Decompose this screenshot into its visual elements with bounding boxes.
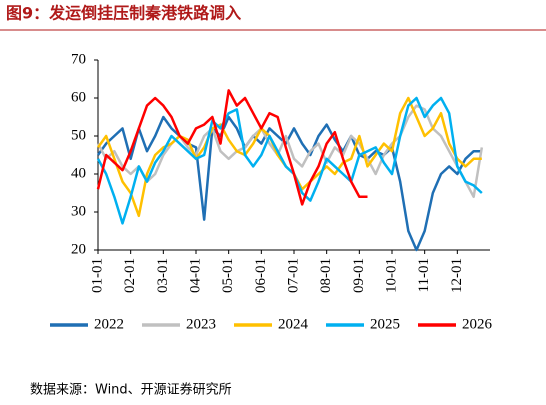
- legend-label: 2024: [278, 316, 309, 332]
- x-tick-label: 03-01: [155, 258, 171, 293]
- x-tick-label: 04-01: [187, 258, 203, 293]
- x-tick-label: 02-01: [122, 258, 138, 293]
- x-tick-label: 05-01: [220, 258, 236, 293]
- x-tick-label: 01-01: [89, 258, 105, 293]
- series-line: [96, 89, 368, 206]
- x-tick-label: 08-01: [318, 258, 334, 293]
- legend-label: 2026: [462, 316, 493, 332]
- x-tick-label: 11-01: [416, 258, 432, 292]
- y-tick-label: 50: [71, 127, 86, 143]
- y-tick-label: 30: [71, 203, 86, 219]
- legend-label: 2023: [186, 316, 216, 332]
- y-tick-label: 40: [71, 165, 86, 181]
- y-tick-label: 20: [71, 241, 86, 257]
- series-line: [96, 115, 482, 252]
- chart-title: 图9：发运倒挂压制秦港铁路调入: [6, 4, 241, 23]
- x-tick-label: 09-01: [351, 258, 367, 293]
- x-tick-label: 06-01: [253, 258, 269, 293]
- series-line: [96, 104, 484, 199]
- legend-label: 2022: [94, 316, 124, 332]
- legend-label: 2025: [370, 316, 400, 332]
- x-tick-label: 10-01: [383, 258, 399, 293]
- x-tick-label: 07-01: [285, 258, 301, 293]
- x-tick-label: 12-01: [449, 258, 465, 293]
- series-line: [96, 96, 483, 225]
- source-note: 数据来源：Wind、开源证券研究所: [30, 382, 232, 398]
- y-tick-label: 70: [71, 51, 86, 67]
- y-tick-label: 60: [71, 89, 86, 105]
